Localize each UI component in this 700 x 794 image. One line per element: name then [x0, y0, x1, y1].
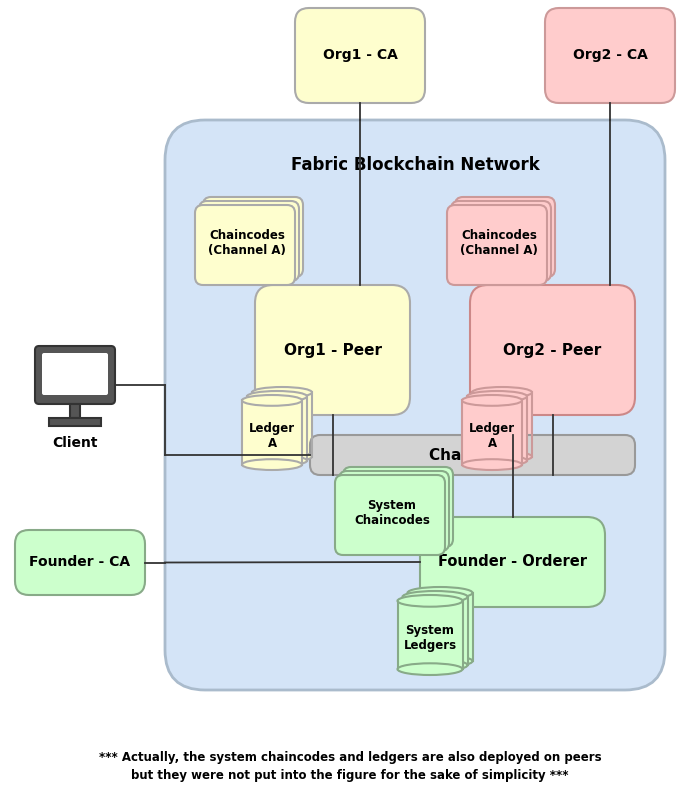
Text: Org2 - CA: Org2 - CA [573, 48, 648, 63]
Text: Chaincodes
(Channel A): Chaincodes (Channel A) [460, 229, 538, 257]
FancyBboxPatch shape [203, 197, 303, 277]
Ellipse shape [467, 455, 527, 466]
Bar [402, 597, 468, 665]
Ellipse shape [398, 595, 463, 607]
Bar [467, 396, 527, 461]
Text: Ledger
A: Ledger A [469, 422, 515, 449]
FancyBboxPatch shape [35, 346, 115, 404]
Ellipse shape [472, 387, 532, 398]
Bar [398, 601, 463, 669]
Text: System
Chaincodes: System Chaincodes [354, 499, 430, 527]
FancyBboxPatch shape [447, 205, 547, 285]
Bar [70, 404, 80, 418]
Text: but they were not put into the figure for the sake of simplicity ***: but they were not put into the figure fo… [132, 769, 568, 781]
Bar [462, 400, 522, 464]
Bar [247, 396, 307, 461]
Ellipse shape [252, 387, 312, 398]
Text: *** Actually, the system chaincodes and ledgers are also deployed on peers: *** Actually, the system chaincodes and … [99, 751, 601, 765]
Ellipse shape [247, 391, 307, 402]
FancyBboxPatch shape [335, 475, 445, 555]
FancyBboxPatch shape [199, 201, 299, 281]
Bar [252, 392, 312, 457]
Ellipse shape [247, 455, 307, 466]
Ellipse shape [462, 395, 522, 406]
Text: Org1 - CA: Org1 - CA [323, 48, 398, 63]
FancyBboxPatch shape [165, 120, 665, 690]
Ellipse shape [462, 459, 522, 470]
Text: Ledger
A: Ledger A [249, 422, 295, 449]
Text: Fabric Blockchain Network: Fabric Blockchain Network [290, 156, 540, 174]
FancyBboxPatch shape [455, 197, 555, 277]
FancyBboxPatch shape [420, 517, 605, 607]
Text: Founder - CA: Founder - CA [29, 556, 131, 569]
FancyBboxPatch shape [343, 467, 453, 547]
Bar [49, 418, 101, 426]
FancyBboxPatch shape [545, 8, 675, 103]
Ellipse shape [402, 659, 468, 671]
Text: Founder - Orderer: Founder - Orderer [438, 554, 587, 569]
Ellipse shape [252, 451, 312, 462]
Text: Chaincodes
(Channel A): Chaincodes (Channel A) [208, 229, 286, 257]
FancyBboxPatch shape [15, 530, 145, 595]
Text: Client: Client [52, 436, 98, 450]
FancyBboxPatch shape [195, 205, 295, 285]
FancyBboxPatch shape [339, 471, 449, 551]
Text: Channel A: Channel A [429, 448, 516, 462]
FancyBboxPatch shape [42, 353, 108, 395]
Ellipse shape [402, 591, 468, 603]
Ellipse shape [467, 391, 527, 402]
Ellipse shape [242, 459, 302, 470]
Text: System
Ledgers: System Ledgers [403, 624, 456, 653]
Bar [407, 593, 472, 661]
FancyBboxPatch shape [255, 285, 410, 415]
Bar [242, 400, 302, 464]
Text: Org2 - Peer: Org2 - Peer [503, 342, 601, 357]
Ellipse shape [472, 451, 532, 462]
Ellipse shape [398, 663, 463, 675]
Ellipse shape [407, 655, 472, 667]
FancyBboxPatch shape [470, 285, 635, 415]
Bar [472, 392, 532, 457]
Ellipse shape [242, 395, 302, 406]
Ellipse shape [407, 587, 472, 599]
Text: Org1 - Peer: Org1 - Peer [284, 342, 382, 357]
FancyBboxPatch shape [451, 201, 551, 281]
FancyBboxPatch shape [295, 8, 425, 103]
FancyBboxPatch shape [310, 435, 635, 475]
